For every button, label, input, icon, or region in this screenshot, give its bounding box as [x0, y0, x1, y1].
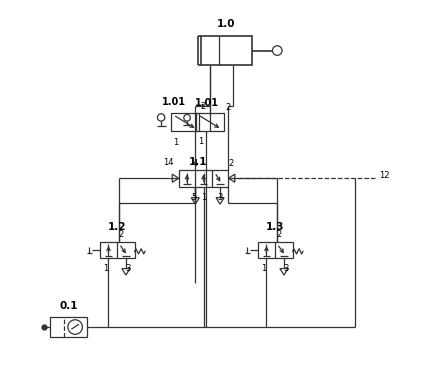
Text: 2: 2	[200, 102, 206, 111]
Text: 1: 1	[197, 137, 203, 146]
Text: 1.2: 1.2	[108, 222, 126, 232]
Bar	[178, 170, 228, 186]
Bar	[171, 113, 199, 131]
Text: 3: 3	[283, 264, 289, 273]
Text: 5: 5	[190, 193, 196, 202]
Text: 4: 4	[192, 159, 197, 168]
Text: 3: 3	[217, 193, 222, 202]
Bar	[196, 113, 223, 131]
Text: 12: 12	[378, 171, 389, 180]
Bar	[257, 242, 292, 258]
Text: 2: 2	[276, 231, 281, 239]
Text: 0.1: 0.1	[59, 301, 77, 311]
Text: 1: 1	[173, 138, 178, 147]
Text: 14: 14	[163, 158, 173, 167]
Text: 2: 2	[225, 103, 230, 112]
Text: 1: 1	[200, 193, 206, 202]
Bar	[50, 317, 87, 337]
Text: 1.3: 1.3	[265, 222, 284, 232]
Text: 1: 1	[103, 264, 108, 273]
Text: 3: 3	[126, 264, 131, 273]
Text: 1.01: 1.01	[162, 97, 186, 107]
Text: 1.0: 1.0	[217, 19, 235, 29]
Text: 2: 2	[228, 159, 233, 168]
Text: 2: 2	[118, 231, 123, 239]
Bar	[99, 242, 134, 258]
Text: 1.1: 1.1	[188, 157, 206, 167]
Text: 1: 1	[261, 264, 266, 273]
Bar	[200, 36, 252, 65]
Text: 1.01: 1.01	[194, 98, 218, 108]
